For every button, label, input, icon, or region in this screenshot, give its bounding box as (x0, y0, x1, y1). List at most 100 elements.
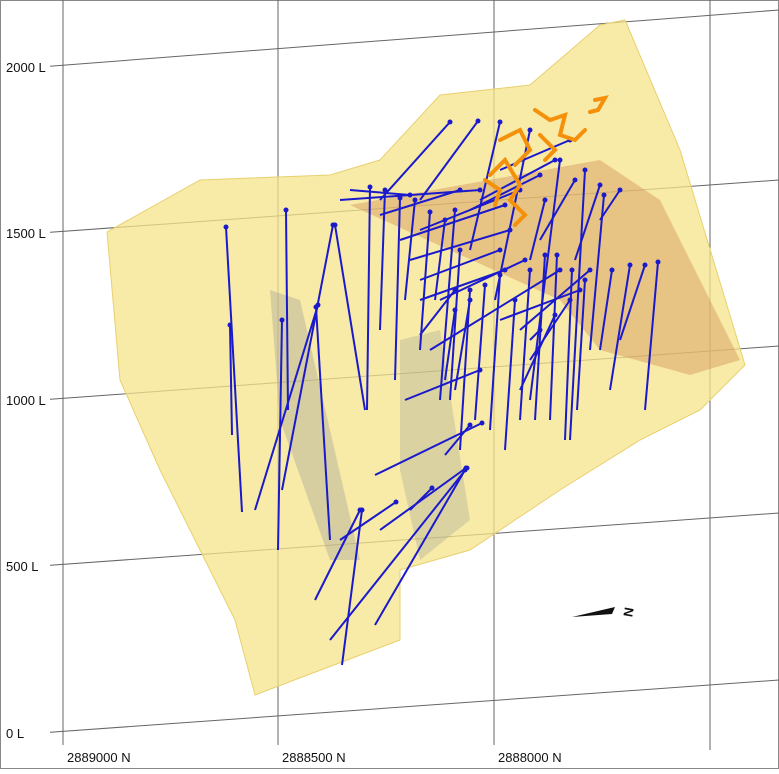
collar (427, 209, 433, 215)
north-arrow: N (572, 606, 637, 618)
drill-hole (519, 314, 556, 391)
north-label: N (620, 606, 636, 618)
drill-hole (399, 204, 506, 241)
collar (552, 312, 558, 318)
drill-hole (434, 219, 446, 301)
collar (457, 187, 463, 193)
collar (502, 202, 508, 208)
drill-hole (341, 509, 363, 666)
collar (467, 422, 473, 428)
drill-hole (254, 304, 319, 511)
level-label: 2000 L (6, 60, 46, 75)
collar (330, 222, 336, 228)
collar (554, 252, 560, 258)
drill-hole (644, 261, 659, 411)
collar (407, 192, 413, 198)
collar (537, 327, 543, 333)
drill-hole (609, 264, 631, 391)
drill-hole (409, 229, 511, 261)
grid-line (39, 9, 779, 68)
collar (627, 262, 633, 268)
assay (538, 133, 558, 162)
collar (507, 227, 513, 233)
drill-hole (469, 174, 541, 211)
collar (477, 367, 483, 373)
collar (655, 259, 661, 265)
collar (557, 267, 563, 273)
label-bg (2, 724, 50, 741)
collar (527, 127, 533, 133)
collar (452, 307, 458, 313)
northing-label: 2888500 N (282, 750, 346, 765)
drill-hole (474, 284, 486, 421)
drill-hole (379, 467, 467, 531)
level-label: 1000 L (6, 393, 46, 408)
collar (462, 467, 468, 473)
label-bg (2, 557, 50, 574)
drill-hole (439, 259, 526, 301)
drill-hole (225, 226, 243, 513)
drill-hole (339, 501, 397, 541)
collar (279, 317, 285, 323)
collar (482, 282, 488, 288)
collar (447, 119, 453, 125)
drill-hole (454, 299, 471, 391)
drill-hole (379, 121, 451, 201)
drill-hole (599, 189, 621, 221)
collar (557, 157, 563, 163)
drill-hole (619, 264, 646, 341)
drill-hole (285, 209, 289, 411)
drill-hole (469, 121, 501, 251)
collar (452, 207, 458, 213)
collar (283, 207, 289, 213)
collar (477, 187, 483, 193)
drill-hole (519, 269, 531, 421)
label-bg (2, 224, 50, 241)
collar (542, 252, 548, 258)
drill-hole (366, 186, 371, 411)
drill-hole (349, 189, 411, 196)
collar (497, 247, 503, 253)
collar (393, 499, 399, 505)
drill-hole (569, 169, 586, 441)
drill-hole (315, 306, 331, 541)
drill-hole (404, 199, 416, 301)
collar (412, 197, 418, 203)
drill-hole (444, 424, 471, 456)
collar (567, 297, 573, 303)
drill-hole (229, 324, 233, 436)
grid-line (39, 679, 779, 734)
collar (475, 118, 481, 124)
drill-hole (419, 289, 456, 336)
collar (467, 287, 473, 293)
collar (522, 257, 528, 263)
drill-hole (489, 274, 501, 431)
drill-hole (576, 279, 586, 411)
collar (572, 177, 578, 183)
collar (542, 197, 548, 203)
shadow (270, 290, 360, 560)
drill-hole (529, 199, 546, 261)
assay (533, 108, 587, 143)
collar (429, 485, 435, 491)
drill-hole (444, 309, 456, 381)
drill-hole (379, 189, 461, 216)
drill-hole (459, 289, 471, 451)
assay (483, 178, 503, 207)
collar (577, 287, 583, 293)
collar (552, 157, 558, 163)
collar (382, 187, 388, 193)
collar (617, 187, 623, 193)
drill-hole (329, 467, 468, 641)
collar (537, 172, 543, 178)
collar (367, 184, 373, 190)
collar (597, 182, 603, 188)
drill-hole (374, 469, 466, 626)
drill-hole (409, 487, 433, 511)
drill-hole (499, 139, 571, 171)
assay-cluster (483, 95, 609, 227)
drill-hole (281, 224, 334, 491)
drill-hole (549, 254, 558, 421)
collar (527, 267, 533, 273)
